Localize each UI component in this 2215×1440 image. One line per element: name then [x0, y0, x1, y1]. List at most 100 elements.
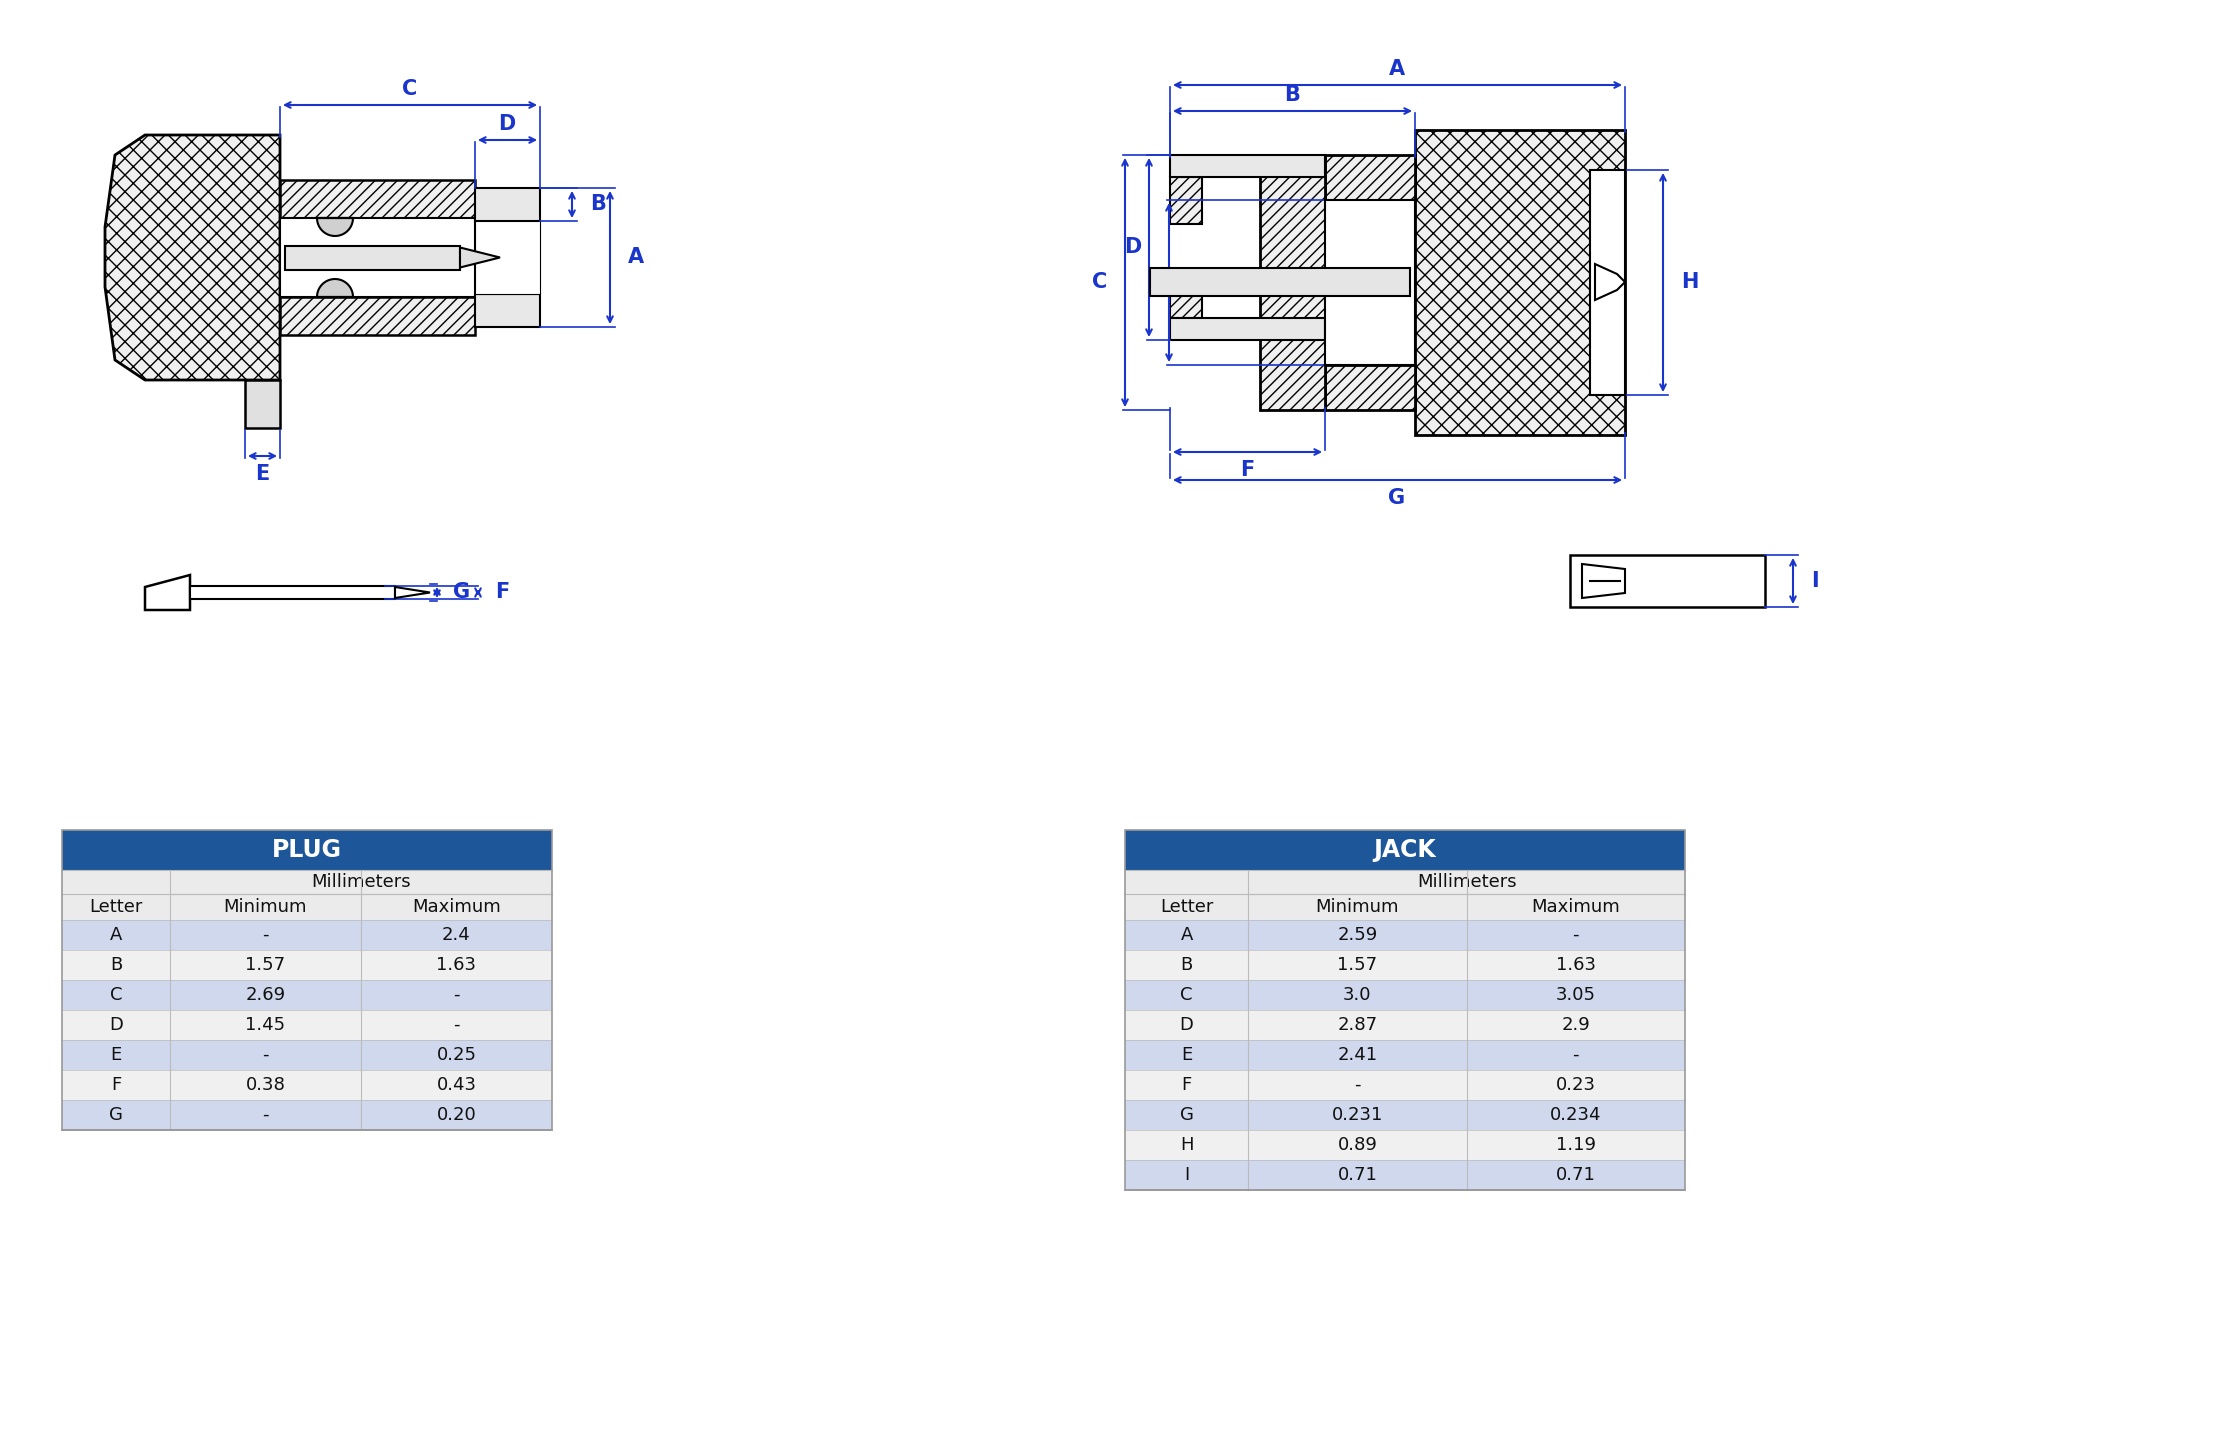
Bar: [62, 1009, 552, 1040]
Text: -: -: [1573, 1045, 1579, 1064]
Bar: [62, 920, 552, 950]
Bar: [62, 829, 552, 870]
Bar: [246, 380, 279, 428]
Text: G: G: [1389, 488, 1407, 508]
Text: G: G: [454, 582, 470, 602]
Text: H: H: [1181, 1136, 1194, 1153]
Bar: [1170, 156, 1325, 177]
Bar: [1415, 130, 1626, 435]
Text: A: A: [629, 248, 645, 266]
Text: 0.23: 0.23: [1555, 1076, 1595, 1094]
Text: D: D: [1181, 1017, 1194, 1034]
Text: Minimum: Minimum: [1316, 899, 1400, 916]
Bar: [1150, 268, 1411, 297]
Text: B: B: [1285, 85, 1300, 105]
Text: A: A: [1181, 926, 1194, 945]
Text: D: D: [498, 114, 516, 134]
Text: F: F: [1240, 459, 1254, 480]
Text: I: I: [1812, 572, 1819, 590]
Text: 0.71: 0.71: [1338, 1166, 1378, 1184]
Text: C: C: [1181, 986, 1194, 1004]
Bar: [1125, 1130, 1686, 1161]
Text: 2.4: 2.4: [443, 926, 472, 945]
Text: D: D: [109, 1017, 122, 1034]
Text: -: -: [1573, 926, 1579, 945]
Text: 0.231: 0.231: [1331, 1106, 1382, 1125]
Text: C: C: [403, 79, 419, 99]
Bar: [1125, 950, 1686, 981]
Text: JACK: JACK: [1373, 838, 1435, 863]
Text: 1.45: 1.45: [246, 1017, 286, 1034]
Text: 0.43: 0.43: [436, 1076, 476, 1094]
Text: A: A: [1389, 59, 1404, 79]
Bar: [62, 870, 552, 894]
Text: 0.38: 0.38: [246, 1076, 286, 1094]
Text: 3.0: 3.0: [1342, 986, 1371, 1004]
Text: 1.57: 1.57: [1338, 956, 1378, 973]
Text: 3.05: 3.05: [1555, 986, 1595, 1004]
Text: C: C: [111, 986, 122, 1004]
Bar: [1570, 554, 1765, 608]
Bar: [1125, 920, 1686, 950]
Text: F: F: [111, 1076, 122, 1094]
Polygon shape: [104, 135, 279, 380]
Text: Millimeters: Millimeters: [1418, 873, 1517, 891]
Text: Letter: Letter: [89, 899, 142, 916]
Bar: [1125, 1009, 1686, 1040]
Text: D: D: [1123, 238, 1141, 256]
Text: 0.71: 0.71: [1555, 1166, 1595, 1184]
Bar: [1170, 177, 1203, 225]
Bar: [1325, 200, 1415, 364]
Bar: [62, 829, 552, 1130]
Text: 1.63: 1.63: [1555, 956, 1595, 973]
Text: 0.20: 0.20: [436, 1106, 476, 1125]
Bar: [1125, 1100, 1686, 1130]
Bar: [62, 1100, 552, 1130]
Text: 0.89: 0.89: [1338, 1136, 1378, 1153]
Text: 2.41: 2.41: [1338, 1045, 1378, 1064]
Text: 0.25: 0.25: [436, 1045, 476, 1064]
Text: E: E: [1181, 1045, 1192, 1064]
Polygon shape: [394, 588, 430, 598]
Text: -: -: [1353, 1076, 1360, 1094]
Bar: [1170, 318, 1325, 340]
Bar: [1325, 364, 1415, 410]
Text: PLUG: PLUG: [272, 838, 341, 863]
Bar: [286, 245, 461, 269]
Text: 1.63: 1.63: [436, 956, 476, 973]
Bar: [1325, 156, 1415, 200]
Text: B: B: [111, 956, 122, 973]
Polygon shape: [317, 217, 352, 236]
Bar: [279, 297, 474, 336]
Text: C: C: [1092, 272, 1108, 292]
Text: Letter: Letter: [1161, 899, 1214, 916]
Text: F: F: [1181, 1076, 1192, 1094]
Text: E: E: [111, 1045, 122, 1064]
Text: A: A: [111, 926, 122, 945]
Bar: [1125, 1161, 1686, 1189]
Polygon shape: [461, 248, 501, 268]
Bar: [62, 894, 552, 920]
Polygon shape: [1582, 564, 1626, 598]
Text: 2.59: 2.59: [1338, 926, 1378, 945]
Bar: [62, 950, 552, 981]
Polygon shape: [317, 279, 352, 297]
Text: F: F: [494, 582, 509, 602]
Bar: [62, 981, 552, 1009]
Text: G: G: [1181, 1106, 1194, 1125]
Text: 0.234: 0.234: [1550, 1106, 1601, 1125]
Text: -: -: [454, 986, 461, 1004]
Polygon shape: [144, 575, 190, 611]
Text: Millimeters: Millimeters: [310, 873, 410, 891]
Bar: [279, 217, 474, 297]
Text: -: -: [454, 1017, 461, 1034]
Text: 2.69: 2.69: [246, 986, 286, 1004]
Bar: [1125, 981, 1686, 1009]
Bar: [279, 180, 474, 217]
Text: Maximum: Maximum: [1531, 899, 1619, 916]
Text: G: G: [109, 1106, 122, 1125]
Polygon shape: [1595, 264, 1626, 300]
Text: -: -: [261, 1106, 268, 1125]
Text: Maximum: Maximum: [412, 899, 501, 916]
Bar: [1125, 829, 1686, 870]
